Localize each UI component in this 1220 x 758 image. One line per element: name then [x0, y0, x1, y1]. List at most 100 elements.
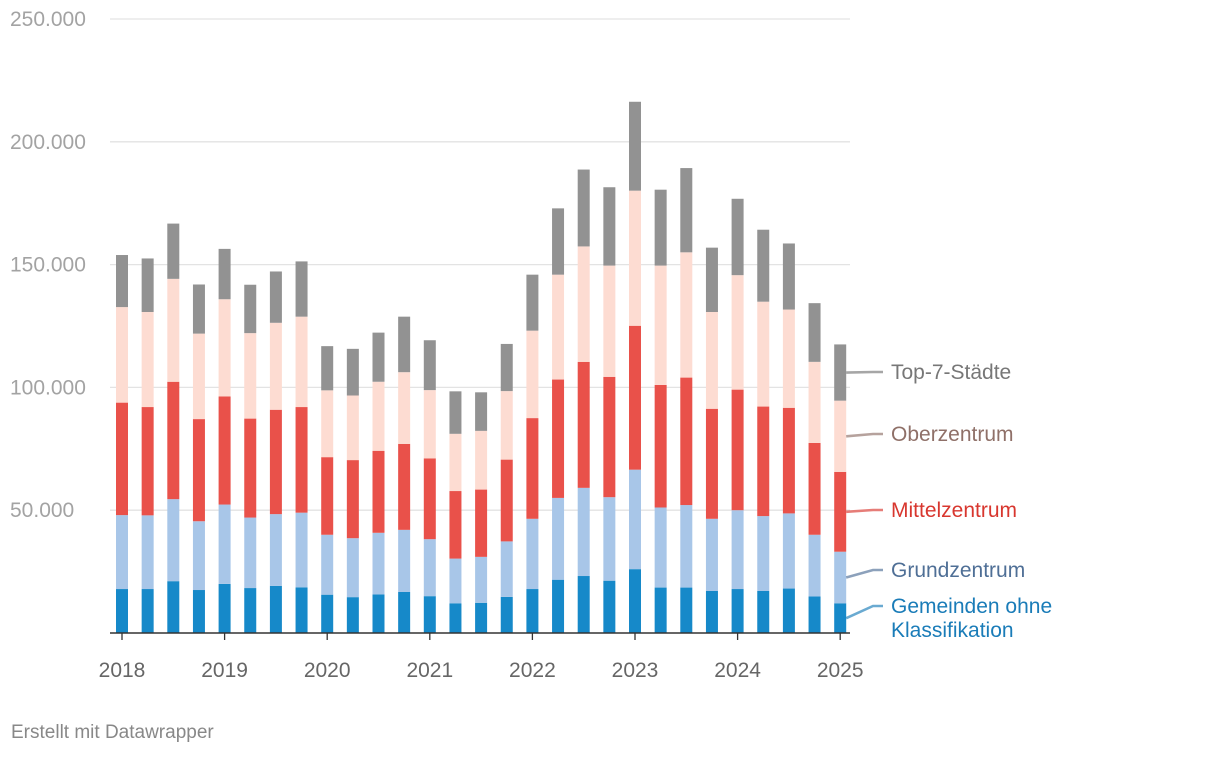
- series-labels: Gemeinden ohne Klassifikation Grundzentrum…: [845, 361, 1052, 642]
- bar-segment: [808, 303, 821, 362]
- bar-segment: [731, 510, 744, 590]
- label-connector: [846, 432, 883, 438]
- y-tick-label: 250.000: [10, 8, 86, 31]
- bar-segment: [757, 301, 770, 407]
- x-tick-label: 2021: [406, 659, 453, 682]
- bar-segment: [834, 344, 847, 401]
- bar-segment: [167, 223, 180, 279]
- bar-segment: [552, 274, 565, 380]
- bar-segment: [244, 284, 257, 334]
- bar-segment: [141, 312, 154, 408]
- bar-segment: [116, 515, 128, 590]
- label-connector: [846, 508, 883, 514]
- bar-segment: [475, 556, 488, 603]
- bar-segment: [398, 316, 411, 373]
- bar-segment: [500, 391, 513, 460]
- bar-segment: [244, 517, 257, 589]
- bar-segment: [192, 521, 205, 591]
- bar-segment: [218, 396, 231, 505]
- x-tick-label: 2023: [612, 659, 659, 682]
- bar-segment: [475, 392, 488, 431]
- bar-segment: [757, 229, 770, 302]
- bar-segment: [167, 499, 180, 582]
- bar-segment: [423, 596, 436, 633]
- bar-segment: [269, 322, 282, 410]
- bar-segment: [218, 299, 231, 397]
- series-label: Top-7-Städte: [891, 361, 1011, 384]
- bar-segment: [321, 390, 334, 458]
- bar-segment: [167, 381, 180, 500]
- bar-segment: [552, 579, 565, 633]
- label-connector: [846, 370, 883, 374]
- bar-segment: [372, 594, 385, 633]
- bar-segment: [757, 406, 770, 517]
- bar-segment: [167, 581, 180, 633]
- bar-segment: [295, 261, 308, 317]
- bar-segment: [654, 265, 667, 385]
- bar-segment: [577, 361, 590, 488]
- bar-segment: [141, 515, 154, 590]
- bar-segment: [398, 443, 411, 530]
- bar-segment: [654, 384, 667, 508]
- bar-segment: [500, 459, 513, 542]
- bar-segment: [269, 585, 282, 633]
- bar-segment: [346, 395, 359, 461]
- bar-segment: [321, 457, 334, 535]
- bar-segment: [782, 588, 795, 633]
- bar-segment: [680, 505, 693, 588]
- series-label: Oberzentrum: [891, 423, 1014, 446]
- gridlines: 50.000 100.000 150.000 200.000 250.000: [10, 8, 850, 522]
- bar-segment: [372, 532, 385, 595]
- y-tick-label: 50.000: [10, 499, 74, 522]
- bar-segment: [577, 246, 590, 362]
- bar-segment: [526, 589, 539, 633]
- bar-segment: [603, 265, 616, 377]
- bar-segment: [398, 591, 411, 633]
- bar-segment: [577, 576, 590, 633]
- bar-segment: [141, 589, 154, 633]
- bar-segment: [372, 450, 385, 533]
- bar-segment: [629, 569, 641, 633]
- x-tick-label: 2022: [509, 659, 556, 682]
- credit-text: Erstellt mit Datawrapper: [11, 722, 214, 743]
- series-label: Mittelzentrum: [891, 499, 1017, 522]
- bar-segment: [654, 189, 667, 266]
- bar-segment: [244, 333, 257, 419]
- bar-segment: [808, 596, 821, 633]
- bar-segment: [269, 514, 282, 586]
- bar-segment: [346, 538, 359, 598]
- bar-segment: [295, 316, 308, 408]
- bar-segment: [192, 419, 205, 522]
- bar-segment: [782, 243, 795, 310]
- bar-segment: [423, 340, 436, 391]
- bar-segment: [449, 491, 462, 559]
- bar-segment: [475, 602, 488, 633]
- bar-segment: [295, 587, 308, 633]
- bar-segment: [705, 408, 718, 519]
- x-axis: 2018 2019 2020 2021 2022 2023 2024 2025: [99, 632, 864, 682]
- bar-segment: [269, 271, 282, 323]
- bar-segment: [705, 247, 718, 313]
- bar-segment: [218, 583, 231, 633]
- bar-segment: [141, 258, 154, 313]
- bar-segment: [654, 587, 667, 633]
- x-tick-label: 2018: [99, 659, 146, 682]
- x-tick-label: 2019: [201, 659, 248, 682]
- bar-segment: [731, 389, 744, 511]
- bar-segment: [475, 489, 488, 557]
- bar-segment: [244, 588, 257, 633]
- bar-segment: [680, 377, 693, 506]
- bar-segment: [372, 332, 385, 382]
- bar-segment: [116, 589, 128, 633]
- series-label: Grundzentrum: [891, 559, 1025, 582]
- bar-segment: [500, 541, 513, 597]
- bar-segment: [500, 596, 513, 633]
- bar-segment: [552, 208, 565, 275]
- bar-segment: [526, 330, 539, 419]
- bar-segment: [321, 594, 334, 633]
- bar-segment: [757, 591, 770, 633]
- bar-segment: [346, 348, 359, 396]
- bar-segment: [526, 418, 539, 519]
- bar-segment: [423, 539, 436, 597]
